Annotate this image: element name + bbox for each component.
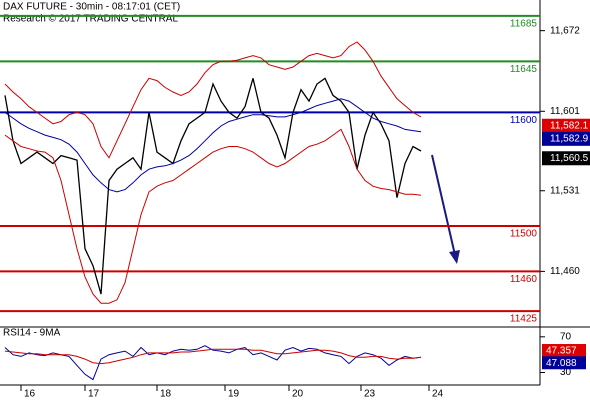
x-tick-label: 24 bbox=[432, 389, 444, 400]
y-tick-label: 11,601 bbox=[550, 106, 580, 117]
price-tag-label: 11,560.5 bbox=[550, 153, 589, 164]
price-tag bbox=[542, 118, 590, 133]
price-tag bbox=[542, 151, 590, 166]
level-label: 11425 bbox=[510, 314, 538, 325]
x-tick-label: 19 bbox=[228, 389, 240, 400]
price-tag-label: 11,582.9 bbox=[550, 133, 589, 144]
series-line bbox=[4, 41, 422, 159]
level-label: 11645 bbox=[510, 64, 538, 75]
level-label: 11685 bbox=[510, 19, 538, 30]
series-line bbox=[4, 348, 422, 365]
x-tick-label: 17 bbox=[88, 389, 100, 400]
rsi-tag-label: 47.357 bbox=[546, 346, 577, 357]
series-line bbox=[4, 77, 422, 295]
series-line bbox=[4, 98, 422, 193]
rsi-tag bbox=[542, 344, 586, 358]
y-tick-label: 30 bbox=[560, 367, 572, 378]
x-tick-label: 18 bbox=[160, 389, 172, 400]
arrow-head bbox=[449, 250, 460, 264]
x-tick-label: 20 bbox=[292, 389, 304, 400]
y-tick-label: 11,531 bbox=[550, 185, 580, 196]
forecast-arrow bbox=[431, 154, 456, 256]
rsi-tag-label: 47.088 bbox=[546, 358, 577, 369]
chart-subtitle: Research © 2017 TRADING CENTRAL bbox=[3, 14, 178, 25]
level-label: 11600 bbox=[510, 115, 538, 126]
rsi-tag bbox=[542, 356, 586, 370]
price-tag bbox=[542, 131, 590, 146]
level-label: 11460 bbox=[510, 274, 538, 285]
rsi-title: RSI14 - 9MA bbox=[3, 328, 61, 339]
level-label: 11500 bbox=[510, 229, 538, 240]
series-line bbox=[4, 128, 422, 304]
chart-title: DAX FUTURE - 30min - 08:17:01 (CET) bbox=[3, 2, 180, 13]
y-tick-label: 70 bbox=[560, 331, 572, 342]
price-tag-label: 11,582.1 bbox=[550, 120, 589, 131]
y-tick-label: 11,672 bbox=[550, 25, 580, 36]
x-tick-label: 16 bbox=[24, 389, 36, 400]
series-line bbox=[4, 345, 422, 381]
x-tick-label: 23 bbox=[364, 389, 376, 400]
y-tick-label: 11,460 bbox=[550, 266, 580, 277]
